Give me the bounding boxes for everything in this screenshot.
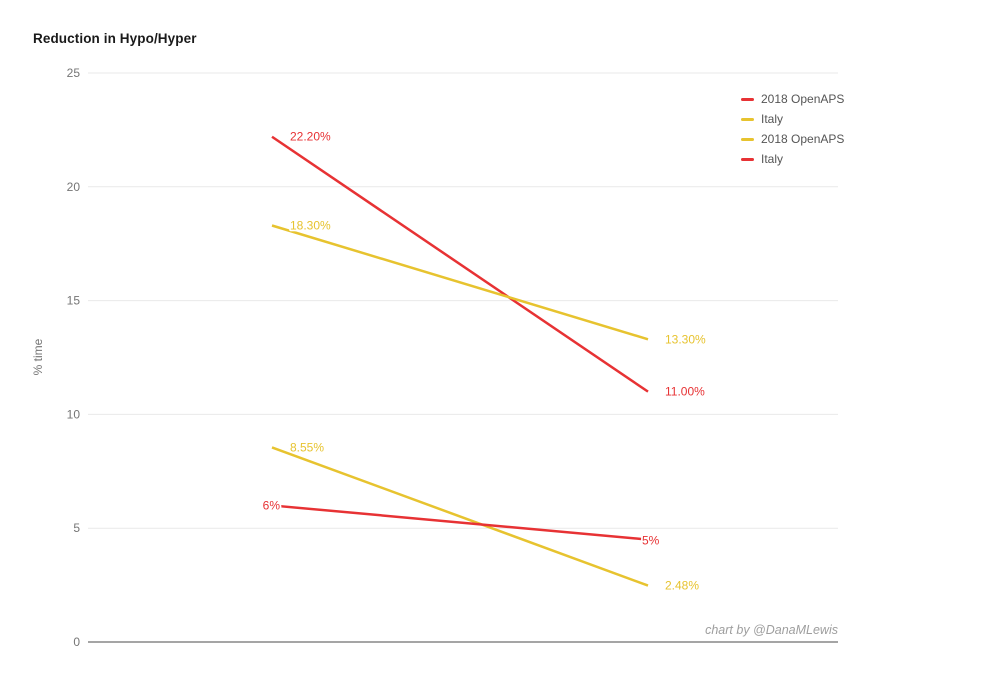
chart-title: Reduction in Hypo/Hyper <box>33 31 197 46</box>
legend-swatch <box>741 157 754 161</box>
data-label: 8.55% <box>290 440 324 454</box>
data-label: 11.00% <box>665 385 705 399</box>
y-tick-label: 0 <box>73 635 80 649</box>
series-line-0 <box>271 135 649 393</box>
y-tick-label: 5 <box>73 521 80 535</box>
legend-item-1: Italy <box>741 109 844 129</box>
data-label: 13.30% <box>665 332 706 346</box>
legend-swatch <box>741 97 754 101</box>
legend: 2018 OpenAPS Italy 2018 OpenAPS Italy <box>741 89 844 169</box>
legend-item-3: Italy <box>741 149 844 169</box>
data-label: 2.48% <box>665 579 699 593</box>
legend-label: Italy <box>761 112 784 126</box>
legend-label: 2018 OpenAPS <box>761 92 845 106</box>
legend-swatch <box>741 137 754 141</box>
series-line-1 <box>271 224 649 341</box>
series-line-3 <box>271 504 649 541</box>
data-label: 6% <box>263 498 281 512</box>
legend-swatch <box>741 117 754 121</box>
data-label: 22.20% <box>290 130 331 144</box>
legend-item-2: 2018 OpenAPS <box>741 129 844 149</box>
data-label: 5% <box>642 534 660 548</box>
data-label: 18.30% <box>290 218 331 232</box>
y-tick-label: 25 <box>67 66 81 80</box>
legend-label: 2018 OpenAPS <box>761 132 845 146</box>
legend-item-0: 2018 OpenAPS <box>741 89 844 109</box>
y-tick-label: 20 <box>67 180 81 194</box>
chart-attribution: chart by @DanaMLewis <box>705 623 838 637</box>
series-line-2 <box>271 446 649 587</box>
y-tick-label: 15 <box>67 294 81 308</box>
legend-label: Italy <box>761 152 784 166</box>
y-tick-label: 10 <box>67 407 81 421</box>
